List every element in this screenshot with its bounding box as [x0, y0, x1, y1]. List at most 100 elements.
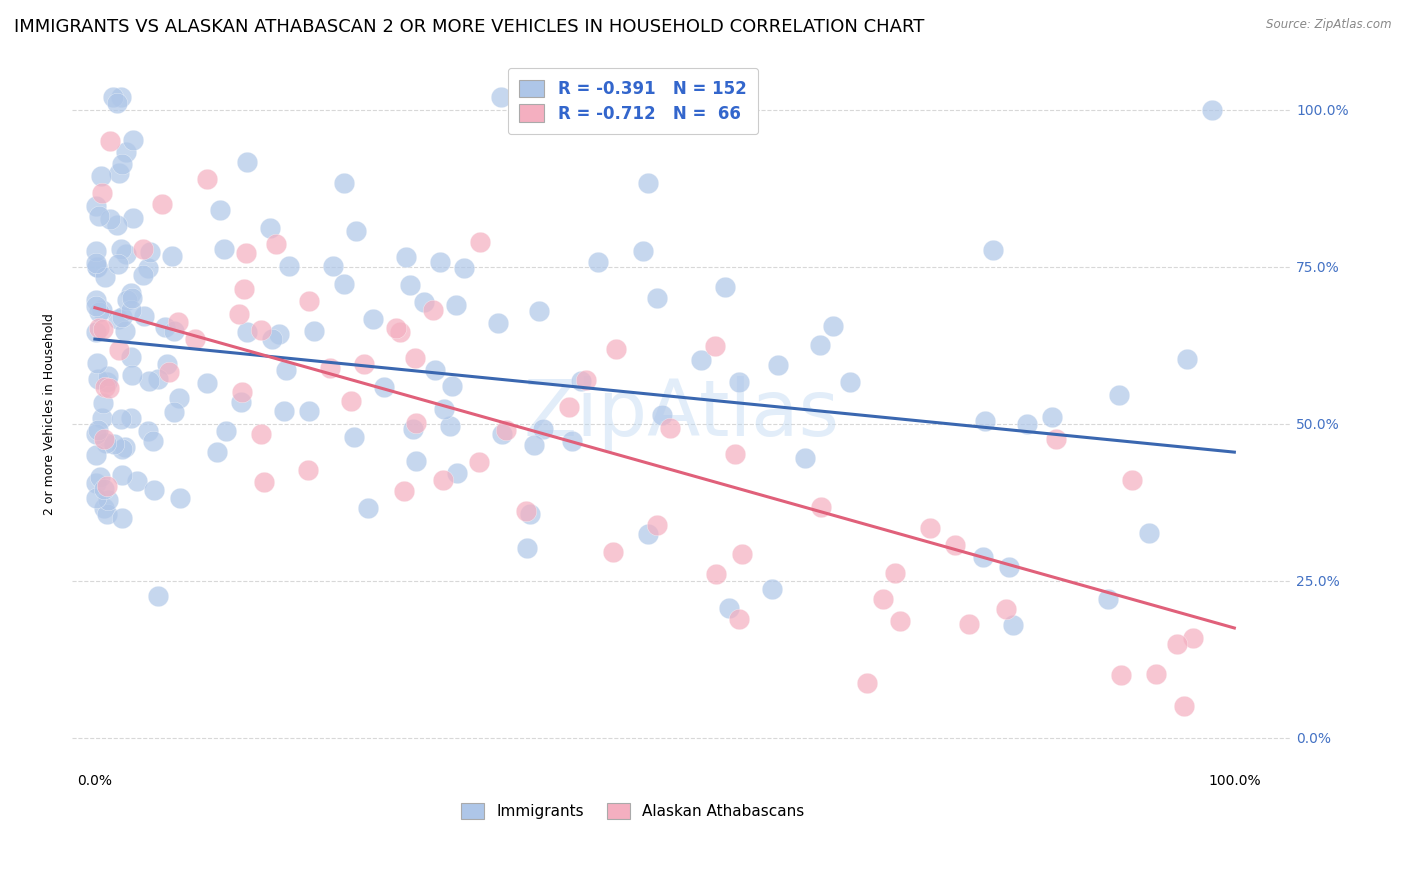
- Point: [163, 324, 186, 338]
- Point: [87, 209, 110, 223]
- Point: [433, 401, 456, 416]
- Point: [89, 470, 111, 484]
- Point: [561, 434, 583, 449]
- Point: [115, 293, 138, 307]
- Point: [111, 467, 134, 482]
- Point: [441, 379, 464, 393]
- Point: [136, 260, 159, 275]
- Point: [399, 278, 422, 293]
- Point: [404, 351, 426, 366]
- Point: [432, 473, 454, 487]
- Point: [343, 430, 366, 444]
- Point: [107, 312, 129, 326]
- Point: [808, 337, 831, 351]
- Point: [120, 350, 142, 364]
- Point: [131, 242, 153, 256]
- Point: [637, 527, 659, 541]
- Point: [84, 293, 107, 307]
- Point: [384, 320, 406, 334]
- Point: [264, 236, 287, 251]
- Point: [84, 299, 107, 313]
- Point: [1040, 409, 1063, 424]
- Point: [439, 419, 461, 434]
- Point: [114, 440, 136, 454]
- Point: [972, 550, 994, 565]
- Point: [605, 342, 627, 356]
- Point: [84, 244, 107, 259]
- Point: [637, 176, 659, 190]
- Point: [724, 447, 747, 461]
- Point: [138, 374, 160, 388]
- Point: [101, 90, 124, 104]
- Point: [121, 133, 143, 147]
- Point: [93, 483, 115, 497]
- Point: [558, 401, 581, 415]
- Point: [766, 359, 789, 373]
- Point: [114, 247, 136, 261]
- Point: [468, 235, 491, 250]
- Point: [1201, 103, 1223, 117]
- Point: [298, 404, 321, 418]
- Point: [872, 592, 894, 607]
- Point: [94, 269, 117, 284]
- Point: [91, 303, 114, 318]
- Point: [527, 304, 550, 318]
- Point: [90, 169, 112, 184]
- Point: [269, 326, 291, 341]
- Point: [98, 212, 121, 227]
- Point: [856, 675, 879, 690]
- Point: [110, 242, 132, 256]
- Point: [163, 405, 186, 419]
- Point: [353, 357, 375, 371]
- Point: [706, 566, 728, 581]
- Point: [115, 145, 138, 159]
- Point: [89, 305, 111, 319]
- Point: [121, 211, 143, 225]
- Point: [262, 333, 284, 347]
- Point: [253, 475, 276, 490]
- Point: [519, 507, 541, 521]
- Point: [1182, 631, 1205, 645]
- Point: [340, 393, 363, 408]
- Point: [132, 309, 155, 323]
- Point: [86, 260, 108, 274]
- Point: [446, 466, 468, 480]
- Point: [132, 268, 155, 283]
- Point: [142, 483, 165, 497]
- Point: [486, 316, 509, 330]
- Y-axis label: 2 or more Vehicles in Household: 2 or more Vehicles in Household: [44, 313, 56, 516]
- Point: [889, 615, 911, 629]
- Point: [236, 155, 259, 169]
- Point: [108, 343, 131, 357]
- Point: [209, 202, 232, 217]
- Point: [575, 373, 598, 387]
- Point: [319, 361, 342, 376]
- Point: [259, 220, 281, 235]
- Point: [110, 90, 132, 104]
- Point: [1109, 668, 1132, 682]
- Point: [1017, 417, 1039, 431]
- Point: [96, 507, 118, 521]
- Point: [302, 324, 325, 338]
- Point: [332, 177, 354, 191]
- Point: [1173, 699, 1195, 714]
- Point: [91, 322, 114, 336]
- Point: [84, 426, 107, 441]
- Point: [981, 243, 1004, 257]
- Point: [714, 280, 737, 294]
- Point: [96, 479, 118, 493]
- Point: [91, 396, 114, 410]
- Point: [717, 601, 740, 615]
- Point: [97, 493, 120, 508]
- Point: [531, 422, 554, 436]
- Point: [994, 602, 1017, 616]
- Point: [121, 292, 143, 306]
- Point: [1166, 638, 1188, 652]
- Point: [195, 171, 218, 186]
- Point: [274, 363, 297, 377]
- Point: [402, 422, 425, 436]
- Point: [957, 617, 980, 632]
- Point: [167, 315, 190, 329]
- Point: [731, 547, 754, 561]
- Point: [93, 432, 115, 446]
